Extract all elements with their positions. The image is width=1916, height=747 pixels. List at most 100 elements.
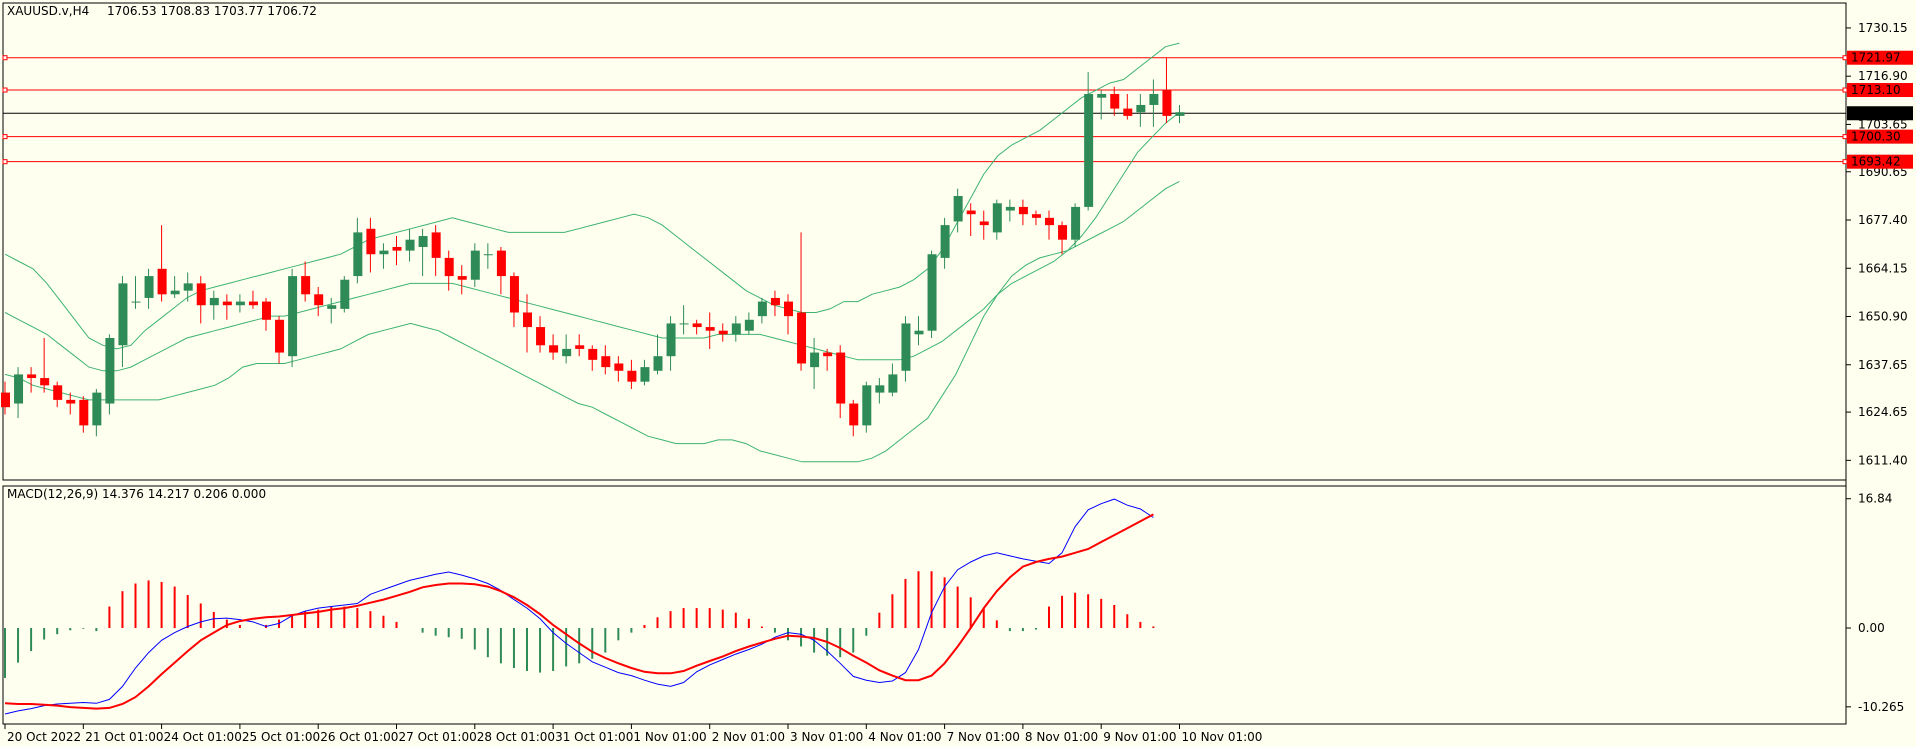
- date-tick-label: 8 Nov 01:00: [1025, 730, 1098, 744]
- candle-body-bull: [731, 323, 741, 335]
- band-lower-line: [4, 180, 1180, 463]
- candle-body-bull: [118, 283, 128, 346]
- candle-body-bull: [1149, 94, 1159, 105]
- candle-body-bull: [14, 374, 24, 404]
- candle-body-bull: [810, 352, 820, 368]
- candle-body-bull: [131, 301, 141, 303]
- macd-tick-label: 0.00: [1858, 621, 1885, 635]
- candle-body-bear: [275, 319, 285, 353]
- candle-body-bear: [431, 232, 441, 258]
- candle-body-bear: [366, 228, 376, 255]
- candle-body-bull: [92, 392, 102, 426]
- candle-body-bull: [927, 254, 937, 331]
- date-tick-label: 2 Nov 01:00: [712, 730, 785, 744]
- candle-body-bull: [875, 385, 885, 393]
- candle-body-bull: [757, 301, 767, 317]
- price-tick-label: 1611.40: [1858, 453, 1908, 467]
- candle-body-bull: [1136, 104, 1146, 113]
- candle-body-bear: [692, 323, 702, 328]
- date-tick-label: 7 Nov 01:00: [947, 730, 1020, 744]
- candle-body-bull: [288, 276, 298, 357]
- candle-body-bear: [836, 352, 846, 404]
- candle-body-bull: [914, 330, 924, 335]
- price-tick-label: 1716.90: [1858, 69, 1908, 83]
- level-handle-left: [2, 134, 8, 140]
- level-handle-left: [2, 87, 8, 93]
- level-price-badge: [1847, 50, 1913, 65]
- candle-body-bull: [170, 290, 180, 295]
- candle-body-bull: [562, 348, 572, 357]
- level-handle-left: [2, 159, 8, 165]
- level-handle-right: [1842, 87, 1848, 93]
- candle-body-bull: [483, 254, 493, 256]
- level-handle-right: [1842, 159, 1848, 165]
- candle-body-bull: [340, 279, 350, 309]
- candle-body-bear: [1, 392, 10, 408]
- candle-body-bear: [444, 257, 454, 277]
- candle-body-bear: [53, 385, 63, 400]
- horizontal-levels[interactable]: 1721.97 1713.10 1700.30 1693.42 1706.72: [2, 50, 1913, 169]
- candle-body-bear: [536, 327, 546, 346]
- candle-body-bear: [262, 301, 271, 320]
- date-tick-label: 3 Nov 01:00: [790, 730, 863, 744]
- date-tick-label: 10 Nov 01:00: [1182, 730, 1263, 744]
- price-tick-label: 1637.65: [1858, 358, 1908, 372]
- candle-body-bull: [1084, 94, 1094, 207]
- candle-body-bear: [509, 276, 519, 313]
- candle-body-bull: [992, 203, 1002, 233]
- bollinger-bands: [4, 42, 1180, 463]
- candle-body-bear: [1045, 217, 1054, 226]
- macd-indicator: 16.84 0.00 -10.265: [4, 492, 1904, 715]
- candle-body-bear: [301, 276, 311, 295]
- candle-body-bull: [353, 232, 363, 277]
- candle-body-bull: [105, 337, 115, 404]
- candle-body-bull: [327, 305, 337, 309]
- candle-body-bull: [888, 374, 898, 393]
- level-price-label: 1693.42: [1851, 155, 1901, 169]
- candle-body-bear: [979, 221, 989, 226]
- candle-body-bear: [196, 283, 206, 306]
- candle-body-bear: [392, 246, 402, 251]
- date-tick-label: 28 Oct 01:00: [477, 730, 555, 744]
- macd-tick-label: -10.265: [1858, 700, 1904, 714]
- date-tick-label: 20 Oct 2022: [7, 730, 81, 744]
- date-tick-label: 31 Oct 01:00: [555, 730, 633, 744]
- ohlc-label: 1706.53 1708.83 1703.77 1706.72: [107, 4, 317, 18]
- macd-tick-label: 16.84: [1858, 492, 1892, 506]
- candle-body-bull: [1097, 94, 1107, 98]
- candlesticks: [1, 57, 1185, 437]
- candle-body-bull: [953, 195, 963, 222]
- candle-body-bear: [79, 399, 89, 426]
- candle-body-bear: [1110, 94, 1120, 109]
- candle-body-bear: [627, 370, 637, 382]
- price-tick-label: 1664.15: [1858, 261, 1908, 275]
- candle-body-bear: [614, 363, 624, 371]
- date-tick-label: 27 Oct 01:00: [399, 730, 477, 744]
- main-panel-border: [2, 2, 1847, 481]
- candle-body-bear: [457, 276, 467, 280]
- candle-body-bull: [940, 225, 950, 258]
- candle-body-bear: [1123, 108, 1133, 116]
- candle-body-bear: [966, 210, 976, 215]
- candle-body-bull: [679, 323, 689, 325]
- candle-body-bull: [209, 297, 219, 306]
- current-price-label: 1706.72: [1851, 106, 1901, 120]
- candle-body-bear: [1018, 206, 1028, 215]
- level-price-badge: [1847, 129, 1913, 144]
- time-axis: 20 Oct 2022 21 Oct 01:00 24 Oct 01:00 25 Oc…: [4, 724, 1263, 744]
- candle-body-bear: [575, 345, 585, 349]
- level-handle-right: [1842, 55, 1848, 61]
- candle-body-bear: [784, 301, 793, 317]
- candle-body-bear: [823, 352, 833, 357]
- price-axis: 1730.151716.901703.651690.651677.401664.…: [1846, 21, 1908, 467]
- date-tick-label: 24 Oct 01:00: [164, 730, 242, 744]
- candle-body-bear: [157, 268, 167, 295]
- price-tick-label: 1703.65: [1858, 117, 1908, 131]
- candle-body-bear: [314, 294, 324, 306]
- candle-body-bull: [183, 283, 193, 291]
- candle-body-bull: [379, 250, 389, 255]
- macd-label: MACD(12,26,9) 14.376 14.217 0.206 0.000: [7, 487, 266, 501]
- candle-body-bear: [601, 356, 611, 368]
- candle-body-bear: [549, 345, 559, 353]
